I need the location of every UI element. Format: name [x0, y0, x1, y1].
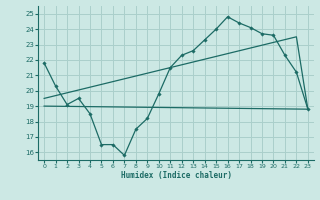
X-axis label: Humidex (Indice chaleur): Humidex (Indice chaleur)	[121, 171, 231, 180]
